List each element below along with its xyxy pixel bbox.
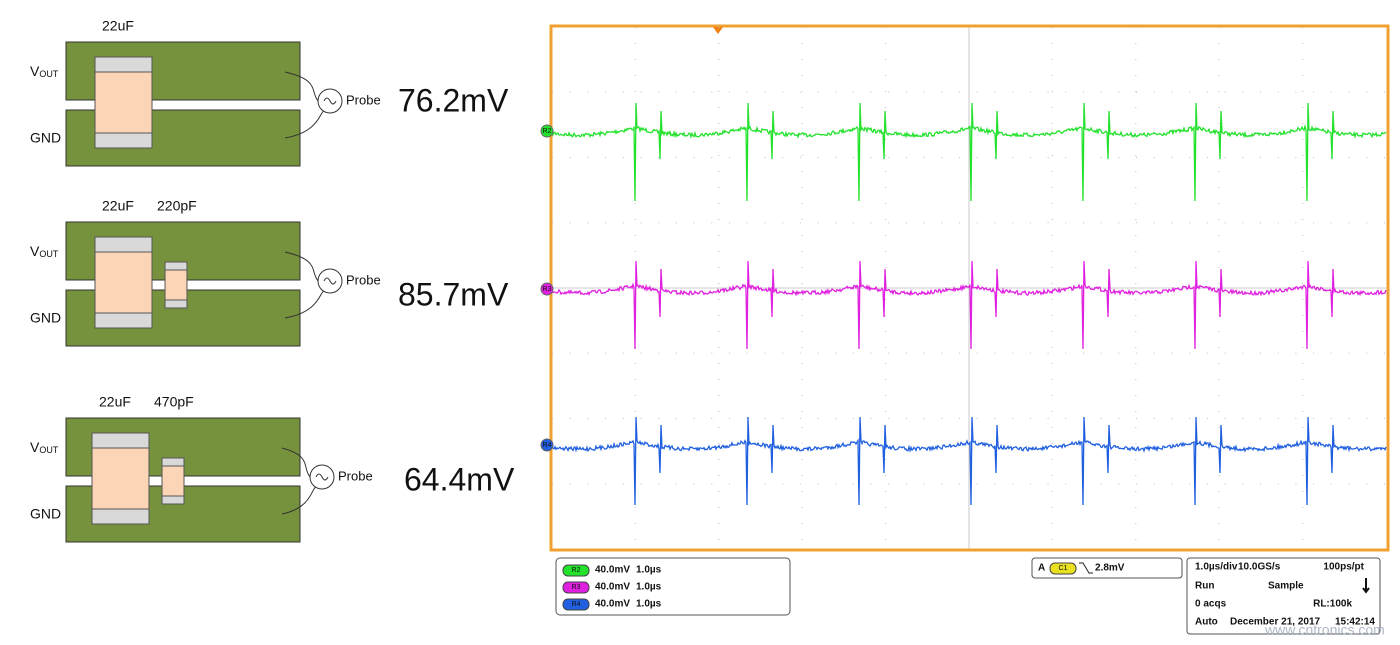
- gnd-label: GND: [30, 506, 61, 522]
- trigger-level: 2.8mV: [1095, 563, 1125, 574]
- ripple-value: 85.7mV: [398, 276, 509, 312]
- channel-marker-label: R2: [543, 128, 552, 135]
- probe-label: Probe: [346, 272, 381, 287]
- ripple-value: 64.4mV: [404, 461, 515, 497]
- probe-symbol: [315, 473, 329, 481]
- probe-wire: [281, 447, 311, 478]
- acq-date: December 21, 2017: [1230, 617, 1321, 628]
- cap-end: [94, 312, 153, 329]
- vout-label: VOUT: [30, 439, 59, 456]
- channel-box: [555, 557, 791, 616]
- trigger-slope: [1079, 562, 1093, 574]
- probe-wire: [284, 251, 319, 282]
- channel-marker: [540, 438, 554, 452]
- watermark: www.cntronics.com: [1264, 622, 1385, 638]
- cap-end: [94, 132, 153, 149]
- vout-text: V: [30, 63, 40, 79]
- acq-time: 15:42:14: [1335, 617, 1375, 628]
- cap-end: [94, 56, 153, 73]
- cap-end: [91, 508, 150, 525]
- probe-wire: [284, 110, 325, 139]
- channel-time: 1.0µs: [636, 565, 662, 576]
- channel-marker-label: R3: [543, 286, 552, 293]
- vout-subscript: OUT: [39, 249, 59, 259]
- probe-wire: [281, 486, 317, 515]
- vout-subscript: OUT: [39, 445, 59, 455]
- acq-record: RL:100k: [1313, 599, 1352, 610]
- probe-wire: [284, 71, 319, 102]
- trigger-pill: [1049, 562, 1077, 575]
- probe-label: Probe: [338, 468, 373, 483]
- trigger-channel: C1: [1059, 565, 1068, 572]
- acq-acqs: 0 acqs: [1195, 599, 1227, 610]
- ripple-value: 76.2mV: [398, 82, 509, 118]
- channel-marker: [540, 282, 554, 296]
- acq-trigger-mode: Auto: [1195, 617, 1218, 628]
- vout-subscript: OUT: [39, 69, 59, 79]
- channel-pill-label: R2: [572, 567, 581, 574]
- cap-label: 22uF: [99, 394, 131, 410]
- cap-label: 470pF: [154, 394, 194, 410]
- channel-scale: 40.0mV: [595, 565, 630, 576]
- cap-end: [91, 432, 150, 449]
- channel-scale: 40.0mV: [595, 599, 630, 610]
- probe-symbol: [323, 97, 337, 105]
- waveform: [551, 416, 1387, 506]
- acq-timebase: 1.0µs/div: [1195, 562, 1238, 573]
- waveform: [551, 102, 1387, 202]
- vout-text: V: [30, 243, 40, 259]
- channel-pill: [562, 564, 590, 577]
- channel-scale: 40.0mV: [595, 582, 630, 593]
- waveform: [551, 260, 1387, 350]
- cap-label: 22uF: [102, 18, 134, 34]
- acq-state: Run: [1195, 581, 1214, 592]
- cap-end: [161, 495, 185, 505]
- vout-label: VOUT: [30, 243, 59, 260]
- acq-indicator: [1362, 578, 1370, 594]
- channel-time: 1.0µs: [636, 582, 662, 593]
- channel-pill: [562, 598, 590, 611]
- trigger-source: A: [1038, 563, 1045, 574]
- channel-time: 1.0µs: [636, 599, 662, 610]
- vout-text: V: [30, 439, 40, 455]
- acq-rate: 10.0GS/s: [1238, 562, 1281, 573]
- acquisition-box: [1186, 557, 1381, 635]
- acq-resolution: 100ps/pt: [1323, 562, 1364, 573]
- probe-symbol: [323, 277, 337, 285]
- gnd-label: GND: [30, 310, 61, 326]
- cap-label: 220pF: [157, 198, 197, 214]
- cap-end: [161, 457, 185, 467]
- acq-mode: Sample: [1268, 581, 1304, 592]
- channel-pill-label: R3: [572, 584, 581, 591]
- probe-label: Probe: [346, 92, 381, 107]
- cap-end: [164, 261, 188, 271]
- probe-wire: [284, 290, 325, 319]
- channel-pill: [562, 581, 590, 594]
- channel-marker-label: R4: [543, 442, 552, 449]
- channel-marker: [540, 124, 554, 138]
- cap-end: [164, 299, 188, 309]
- trigger-marker: [713, 27, 723, 34]
- channel-pill-label: R4: [572, 601, 581, 608]
- cap-end: [94, 236, 153, 253]
- gnd-label: GND: [30, 130, 61, 146]
- cap-label: 22uF: [102, 198, 134, 214]
- vout-label: VOUT: [30, 63, 59, 80]
